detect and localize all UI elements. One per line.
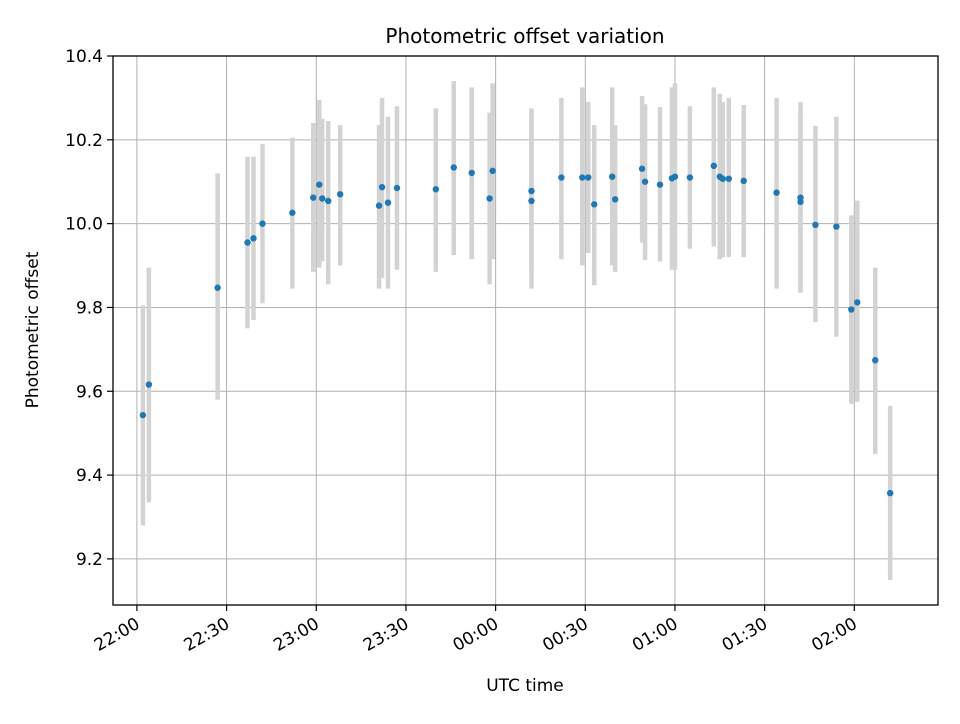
data-point — [638, 165, 646, 172]
data-point — [486, 195, 493, 202]
data-point — [833, 223, 840, 230]
data-point — [489, 167, 496, 175]
data-point — [740, 177, 747, 185]
data-point — [528, 197, 535, 205]
y-tick-label: 10.0 — [65, 215, 103, 235]
data-point — [656, 181, 664, 188]
data-point — [585, 174, 592, 181]
data-point — [591, 201, 598, 208]
data-point — [558, 174, 565, 181]
x-axis-label: UTC time — [486, 676, 564, 696]
y-tick-label: 9.4 — [76, 466, 103, 486]
y-tick-label: 10.2 — [65, 131, 103, 151]
plot-frame — [112, 55, 939, 606]
data-point — [375, 202, 383, 209]
data-point — [719, 175, 726, 182]
data-point — [378, 183, 386, 191]
data-point — [250, 235, 257, 242]
data-point — [393, 184, 401, 192]
data-point — [145, 381, 153, 388]
grid-layer — [113, 55, 938, 605]
data-point — [773, 189, 780, 196]
data-point — [336, 191, 344, 198]
y-axis-label: Photometric offset — [23, 251, 43, 408]
data-point — [812, 221, 819, 229]
data-point — [848, 306, 855, 313]
y-tick-label: 10.4 — [65, 47, 103, 67]
data-point — [725, 175, 732, 182]
y-tick-label: 9.8 — [76, 298, 103, 318]
data-point — [214, 284, 221, 291]
data-point — [710, 162, 718, 169]
data-point — [854, 299, 861, 306]
data-point — [289, 209, 296, 216]
data-point — [608, 173, 616, 180]
data-point — [316, 181, 323, 188]
data-point — [139, 411, 147, 419]
data-point — [528, 187, 535, 195]
data-point — [432, 186, 440, 193]
data-point — [686, 174, 694, 181]
data-point — [611, 196, 619, 203]
data-point — [450, 164, 457, 171]
data-point — [886, 489, 894, 497]
data-point — [797, 198, 804, 206]
data-point — [244, 239, 251, 246]
data-point — [468, 169, 475, 177]
data-point — [579, 174, 586, 181]
data-point — [310, 194, 317, 201]
data-point — [319, 195, 326, 202]
chart-title: Photometric offset variation — [385, 24, 664, 48]
data-point — [259, 220, 266, 227]
point-layer — [139, 162, 894, 497]
y-tick-label: 9.2 — [76, 550, 103, 570]
data-point — [872, 357, 879, 364]
data-point — [384, 199, 392, 206]
data-point — [325, 197, 332, 205]
y-tick-label: 9.6 — [76, 382, 103, 402]
data-point — [641, 178, 649, 185]
data-point — [671, 173, 679, 180]
